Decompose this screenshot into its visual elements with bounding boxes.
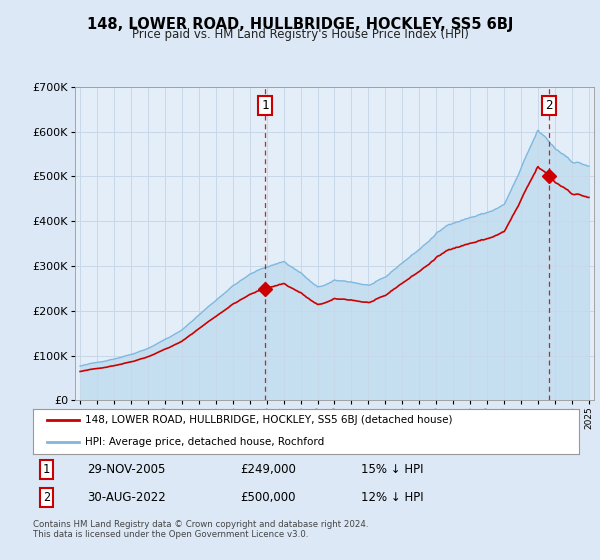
Text: 29-NOV-2005: 29-NOV-2005 <box>88 463 166 476</box>
Text: Contains HM Land Registry data © Crown copyright and database right 2024.
This d: Contains HM Land Registry data © Crown c… <box>33 520 368 539</box>
Text: £500,000: £500,000 <box>241 491 296 504</box>
Text: 1: 1 <box>43 463 50 476</box>
Text: £249,000: £249,000 <box>241 463 296 476</box>
Text: HPI: Average price, detached house, Rochford: HPI: Average price, detached house, Roch… <box>85 437 324 447</box>
Text: 148, LOWER ROAD, HULLBRIDGE, HOCKLEY, SS5 6BJ: 148, LOWER ROAD, HULLBRIDGE, HOCKLEY, SS… <box>87 17 513 32</box>
Text: 15% ↓ HPI: 15% ↓ HPI <box>361 463 423 476</box>
Text: 1: 1 <box>262 99 269 112</box>
Text: 2: 2 <box>545 99 553 112</box>
Text: 2: 2 <box>43 491 50 504</box>
Text: Price paid vs. HM Land Registry's House Price Index (HPI): Price paid vs. HM Land Registry's House … <box>131 28 469 41</box>
Text: 12% ↓ HPI: 12% ↓ HPI <box>361 491 423 504</box>
Text: 30-AUG-2022: 30-AUG-2022 <box>88 491 166 504</box>
Text: 148, LOWER ROAD, HULLBRIDGE, HOCKLEY, SS5 6BJ (detached house): 148, LOWER ROAD, HULLBRIDGE, HOCKLEY, SS… <box>85 415 452 425</box>
